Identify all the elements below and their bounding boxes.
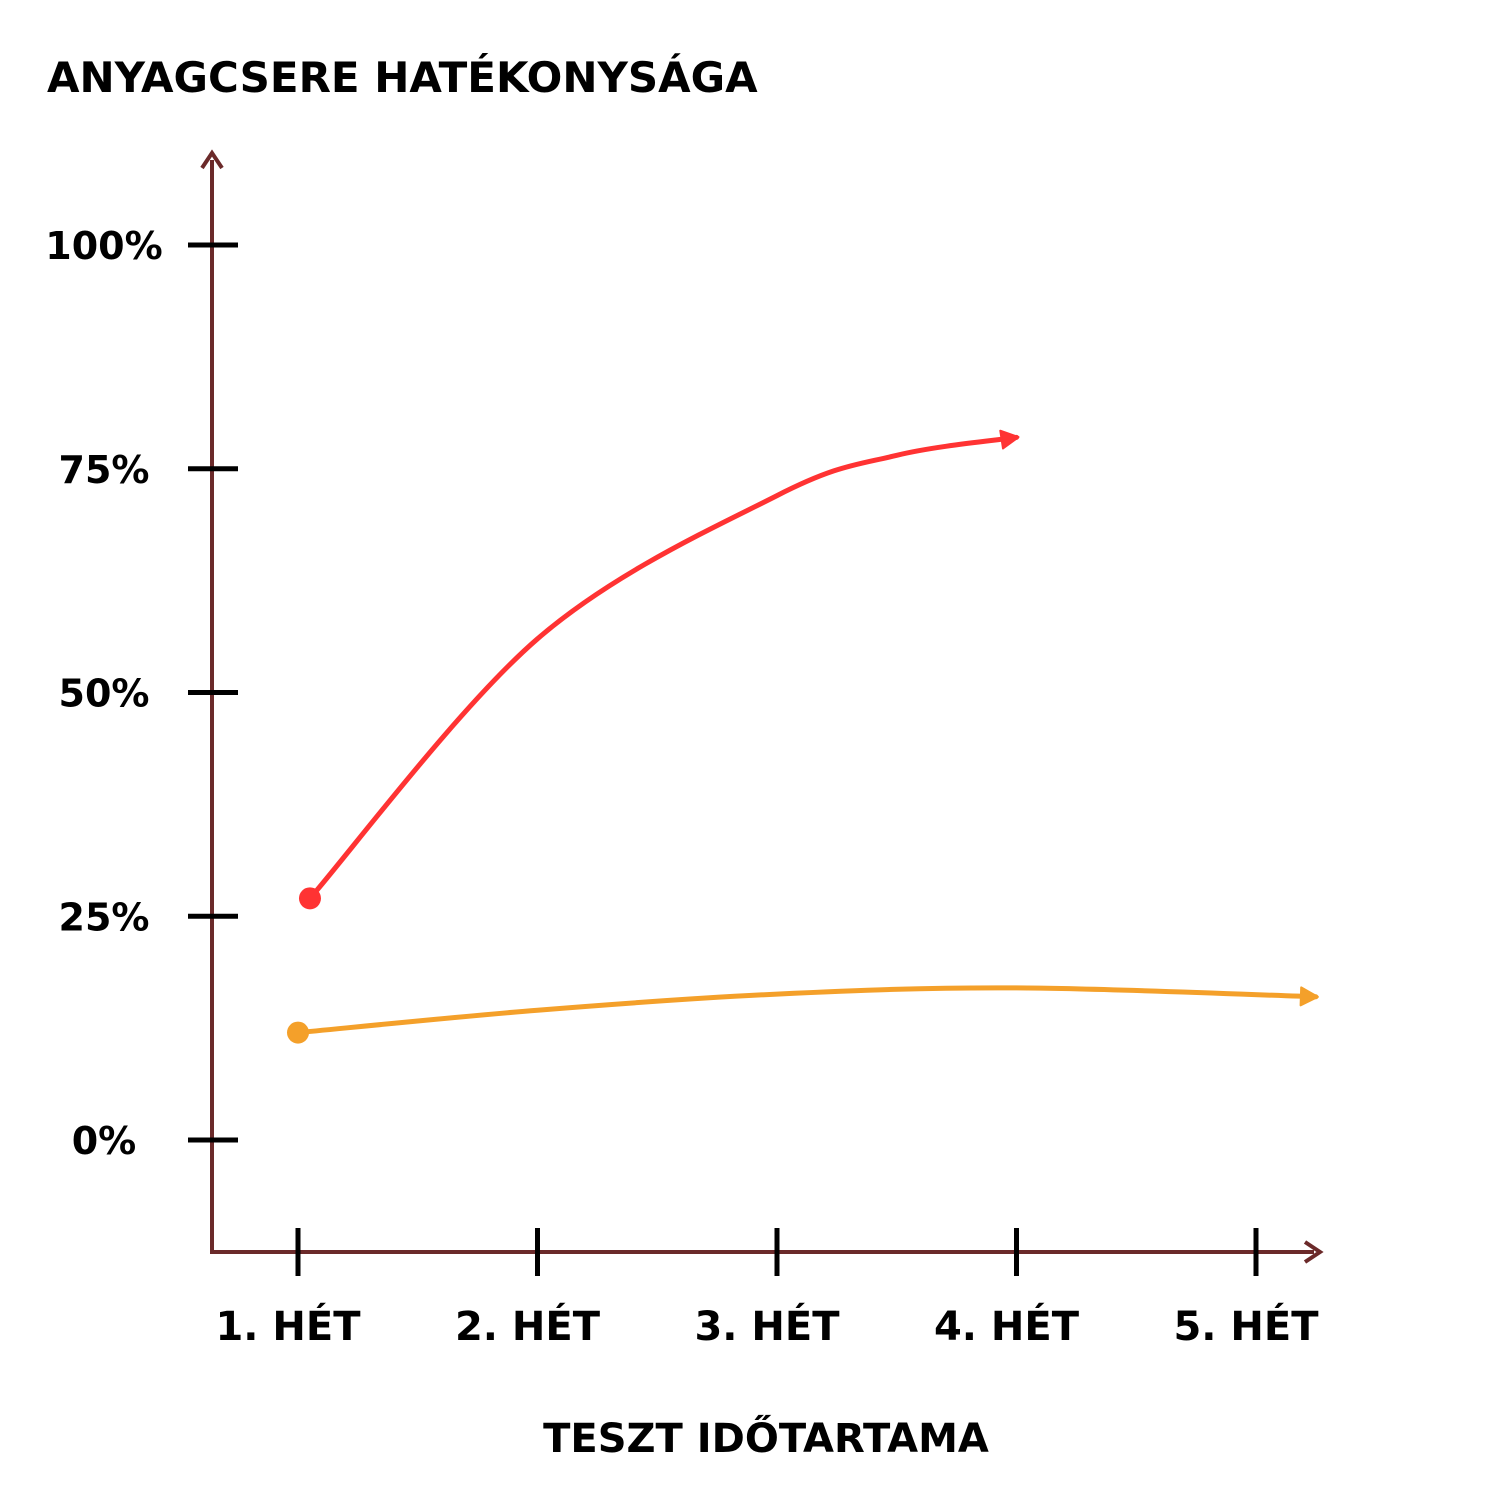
series-line-2 — [295, 985, 1319, 1036]
y-tick-label: 25% — [59, 895, 150, 939]
y-tick-label: 100% — [45, 224, 162, 268]
x-ticks: 1. HÉT 2. HÉT 3. HÉT 4. HÉT 5. HÉT — [215, 1228, 1319, 1350]
series-arrow-icon-2 — [1299, 986, 1319, 1007]
y-tick-label: 0% — [72, 1119, 137, 1163]
series-layer — [287, 429, 1319, 1044]
y-axis-arrow-icon — [200, 149, 224, 170]
x-tick-label: 4. HÉT — [934, 1302, 1080, 1350]
y-ticks: 0% 25% 50% 75% 100% — [45, 224, 238, 1163]
x-tick-label: 5. HÉT — [1173, 1302, 1319, 1350]
chart-title: ANYAGCSERE HATÉKONYSÁGA — [47, 52, 758, 102]
series-start-dot-1 — [298, 887, 321, 910]
series-line-1 — [307, 434, 1019, 901]
x-tick-label: 1. HÉT — [215, 1302, 361, 1350]
y-tick-label: 75% — [59, 448, 150, 492]
y-tick-label: 50% — [59, 672, 150, 716]
series-start-dot-2 — [287, 1021, 309, 1044]
x-axis-title: TESZT IDŐTARTAMA — [543, 1413, 989, 1462]
series-arrow-icon-1 — [999, 429, 1020, 450]
x-tick-label: 3. HÉT — [694, 1302, 840, 1350]
x-axis-arrow-icon — [1303, 1240, 1324, 1264]
x-tick-label: 2. HÉT — [455, 1302, 601, 1350]
